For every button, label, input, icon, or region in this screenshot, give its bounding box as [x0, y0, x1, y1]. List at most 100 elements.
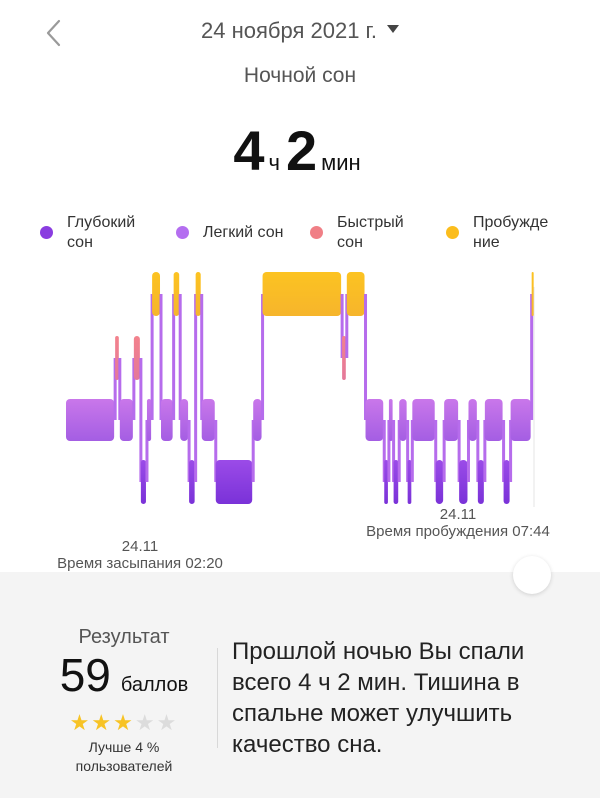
- legend-label: Легкий сон: [203, 224, 284, 241]
- caret-down-icon: [387, 25, 399, 34]
- stage-segment: [477, 460, 484, 504]
- stage-connector: [172, 294, 176, 420]
- stage-connector: [214, 420, 218, 482]
- result-message: Прошлой ночью Вы спали всего 4 ч 2 мин. …: [232, 638, 525, 758]
- stage-connector: [442, 420, 446, 482]
- sleep-stages-chart: [66, 272, 535, 507]
- stage-connector: [397, 420, 401, 482]
- legend-deep-sleep: Глубокий сон: [40, 213, 135, 253]
- stage-connector: [194, 294, 198, 482]
- stage-connector: [200, 294, 204, 420]
- stage-connector: [434, 420, 438, 482]
- stage-connector: [340, 294, 344, 358]
- page-subtitle: Ночной сон: [243, 64, 357, 87]
- stage-segment: [444, 399, 459, 441]
- sleep-start-marker: 24.11 Время засыпания 02:20: [40, 538, 240, 572]
- stage-connector: [150, 294, 154, 420]
- score-value: 59: [59, 649, 111, 701]
- chevron-left-icon: [46, 19, 61, 47]
- panel-handle[interactable]: [513, 556, 551, 594]
- score-unit: баллов: [120, 674, 189, 696]
- legend-dot: [310, 226, 323, 239]
- wake-marker: 24.11 Время пробуждения 07:44: [356, 506, 560, 540]
- stage-segment: [393, 460, 399, 504]
- sleep-start-date: 24.11: [121, 538, 159, 555]
- result-panel: [0, 572, 600, 798]
- duration-hours: 4: [233, 119, 265, 182]
- legend-label: Пробужде ние: [473, 214, 549, 251]
- back-button[interactable]: [38, 14, 72, 52]
- stage-connector: [483, 420, 487, 482]
- wake-label: Время пробуждения 07:44: [366, 523, 550, 540]
- stage-segment: [161, 399, 173, 441]
- stage-connector: [476, 420, 480, 482]
- stage-segment: [115, 336, 119, 380]
- stage-segment: [180, 399, 189, 441]
- sleep-duration: 4 ч 2 мин: [0, 118, 600, 183]
- duration-minutes-unit: мин: [321, 150, 361, 175]
- stage-connector: [113, 358, 117, 420]
- stage-connector: [145, 420, 149, 482]
- sleep-start-label: Время засыпания 02:20: [57, 555, 223, 572]
- star-empty-icon: ★: [156, 710, 179, 735]
- legend-label: Глубокий сон: [67, 214, 136, 251]
- stage-segment: [119, 399, 133, 441]
- stage-segment: [484, 399, 503, 441]
- star-filled-icon: ★: [91, 710, 114, 735]
- score-stars: ★★★★★: [24, 710, 224, 736]
- stage-connector: [509, 420, 513, 482]
- stage-connector: [410, 420, 414, 482]
- legend-awake: Пробужде ние: [446, 213, 548, 253]
- duration-minutes: 2: [285, 119, 318, 182]
- stage-connector: [132, 358, 136, 420]
- result-title: Результат: [78, 626, 170, 648]
- stage-connector: [406, 420, 410, 482]
- stage-connector: [392, 420, 396, 482]
- stage-segment: [468, 399, 477, 441]
- date-selector[interactable]: 24 ноября 2021 г.: [0, 18, 600, 44]
- stage-connector: [261, 294, 265, 420]
- stage-connector: [364, 294, 368, 420]
- stage-segment: [201, 399, 215, 441]
- legend-light-sleep: Легкий сон: [176, 213, 283, 243]
- stage-segment: [510, 399, 531, 441]
- stage-segment: [412, 399, 435, 441]
- stage-segment: [262, 272, 342, 316]
- duration-hours-unit: ч: [268, 150, 280, 175]
- stage-connector: [382, 420, 386, 482]
- legend-dot: [446, 226, 459, 239]
- stage-segment: [503, 460, 510, 504]
- comparison-text: Лучше 4 % пользователей: [75, 739, 173, 774]
- stage-segment: [407, 460, 412, 504]
- stage-segment: [388, 399, 393, 441]
- stage-segment: [459, 460, 468, 504]
- stage-segment: [342, 336, 346, 380]
- star-empty-icon: ★: [134, 710, 157, 735]
- stage-segment: [133, 336, 140, 380]
- stage-segment: [384, 460, 388, 504]
- star-filled-icon: ★: [113, 710, 135, 735]
- stage-segment: [146, 399, 152, 441]
- stage-segment: [365, 399, 384, 441]
- legend-rem-sleep: Быстрый сон: [310, 213, 404, 253]
- stage-connector: [118, 358, 122, 420]
- stage-connector: [502, 420, 506, 482]
- stage-connector: [159, 294, 163, 420]
- stage-segment: [66, 399, 115, 441]
- stage-connector: [139, 358, 143, 482]
- legend-label: Быстрый сон: [337, 214, 404, 251]
- stage-segment: [346, 272, 365, 316]
- stage-segment: [189, 460, 195, 504]
- stage-connector: [251, 420, 255, 482]
- stage-segment: [195, 272, 201, 316]
- stage-segment: [435, 460, 444, 504]
- stage-connector: [387, 420, 391, 482]
- stage-connector: [345, 294, 349, 358]
- stage-connector: [466, 420, 470, 482]
- legend-dot: [40, 226, 53, 239]
- stage-connector: [187, 420, 191, 482]
- stage-segment: [253, 399, 262, 441]
- stage-connector: [457, 420, 461, 482]
- stage-connector: [178, 294, 182, 420]
- stage-segment: [531, 272, 534, 316]
